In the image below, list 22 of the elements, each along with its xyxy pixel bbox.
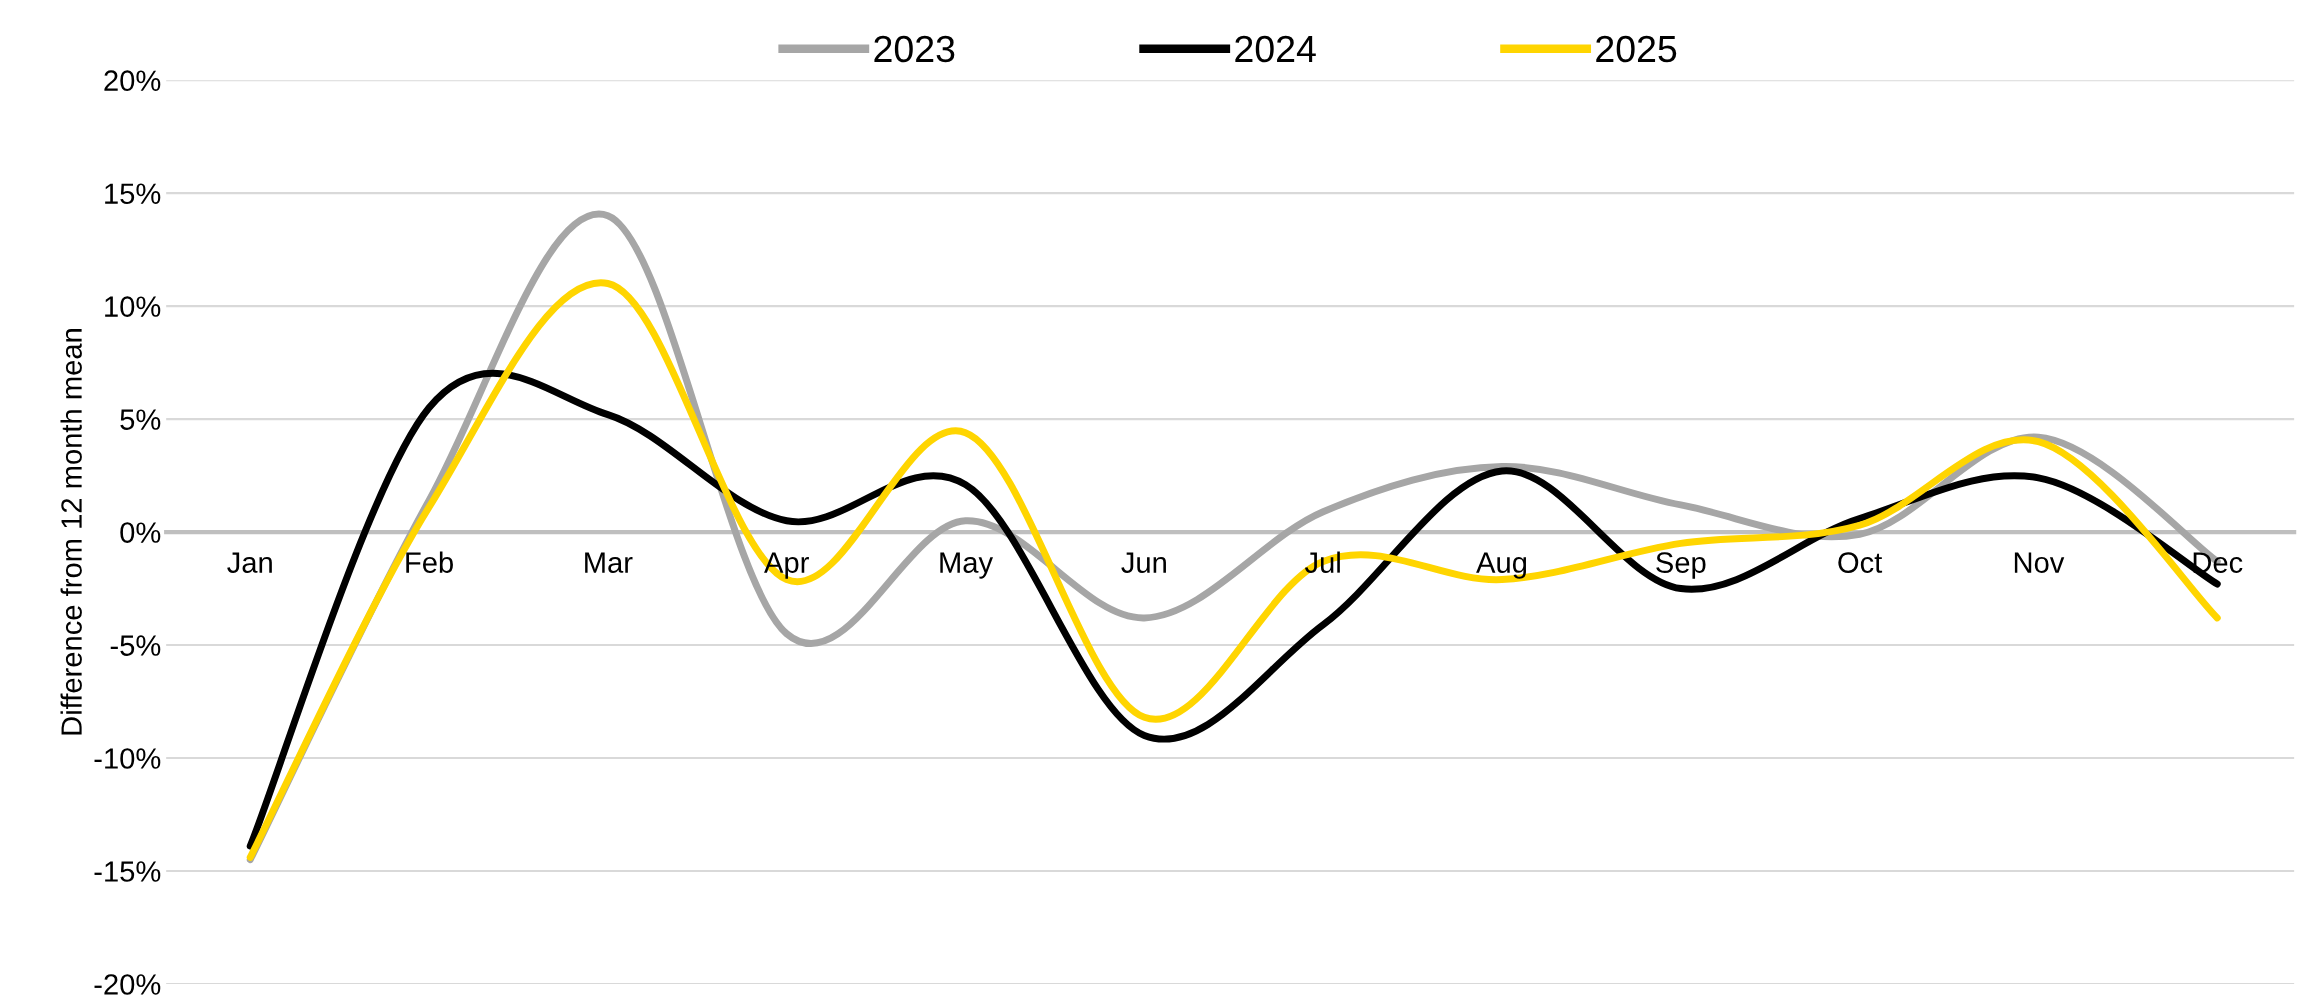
y-tick-label: -20% — [94, 974, 161, 995]
y-tick-label: 10% — [105, 296, 161, 317]
y-tick-label: 15% — [105, 183, 161, 204]
y-tick-label: 5% — [120, 409, 161, 430]
y-tick-label: 0% — [120, 522, 161, 543]
y-tick-label: -10% — [94, 748, 161, 769]
legend-label: 2025 — [1596, 35, 1677, 63]
x-tick-label: Mar — [585, 552, 633, 573]
x-tick-label: Oct — [1838, 552, 1883, 573]
legend-label: 2024 — [1235, 35, 1316, 63]
x-tick-label: Aug — [1476, 552, 1527, 579]
y-tick-label: -5% — [110, 635, 161, 656]
x-tick-label: May — [940, 552, 994, 579]
y-tick-label: -15% — [94, 861, 161, 882]
x-tick-label: Feb — [406, 551, 453, 573]
x-tick-label: Nov — [2014, 552, 2065, 573]
x-tick-label: Jun — [1121, 552, 1166, 573]
x-tick-label: Jan — [227, 552, 272, 573]
y-tick-label: 20% — [104, 70, 161, 92]
legend-label: 2023 — [874, 35, 955, 63]
y-axis-title: Difference from 12 month mean — [60, 329, 82, 735]
x-tick-label: Sep — [1656, 552, 1706, 579]
